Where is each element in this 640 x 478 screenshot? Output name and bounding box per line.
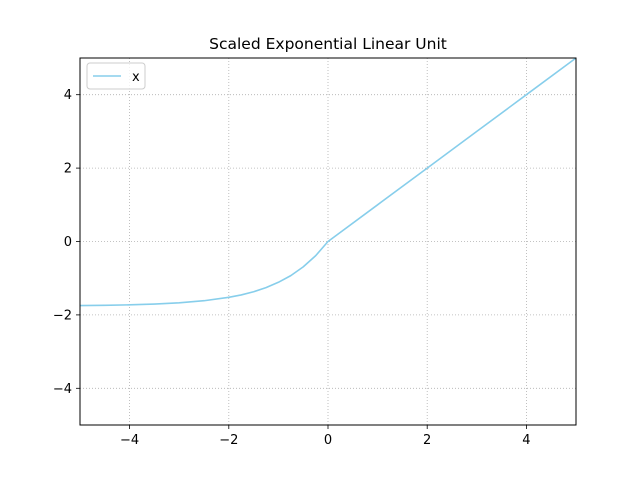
y-tick-label: 2 — [64, 162, 72, 177]
legend: x — [86, 62, 146, 90]
x-tick-label: −4 — [120, 433, 139, 448]
series-layer — [79, 57, 577, 307]
y-tick-label: −2 — [53, 308, 72, 323]
legend-label-x: x — [132, 70, 140, 85]
x-tick-label: 0 — [324, 433, 332, 448]
x-tick-label: 4 — [522, 433, 530, 448]
y-axis: −4 −2 0 2 4 — [53, 88, 80, 397]
x-tick-label: 2 — [423, 433, 431, 448]
y-tick-label: −4 — [53, 382, 72, 397]
y-tick-label: 0 — [64, 235, 72, 250]
series-line-x — [79, 57, 577, 307]
chart-title: Scaled Exponential Linear Unit — [209, 35, 447, 53]
y-tick-label: 4 — [64, 88, 72, 103]
x-tick-label: −2 — [219, 433, 238, 448]
x-axis: −4 −2 0 2 4 — [120, 425, 531, 448]
